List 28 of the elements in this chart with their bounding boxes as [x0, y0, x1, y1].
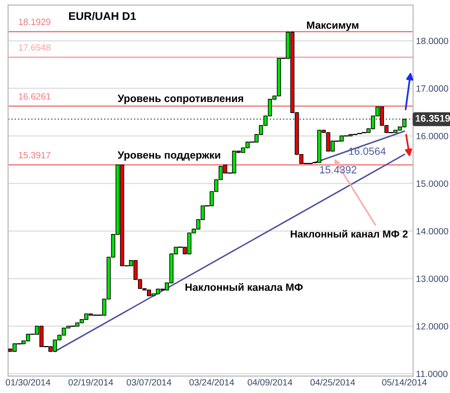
x-tick-label: 04/25/2014: [310, 378, 356, 386]
chart-title: EUR/UAH D1: [69, 12, 136, 20]
ref-line-label: 16.6261: [18, 93, 50, 100]
annotation: Наклонный канала МФ: [186, 283, 303, 291]
x-tick-label: 05/14/2014: [382, 378, 427, 386]
annotation: Максимум: [306, 22, 358, 31]
ref-line-label: 17.6548: [18, 44, 50, 51]
ref-line-label: 18.1929: [18, 18, 50, 26]
annotation: Наклонный канал МФ 2: [290, 230, 408, 238]
annotation: 16.0564: [349, 148, 386, 155]
y-tick-label: 12.0000: [416, 323, 448, 330]
y-tick-label: 15.0000: [416, 180, 448, 187]
x-tick-label: 03/07/2014: [126, 378, 172, 386]
y-tick-label: 17.0000: [416, 85, 448, 92]
x-tick-label: 02/19/2014: [68, 378, 114, 386]
x-tick-label: 03/24/2014: [189, 378, 234, 386]
y-tick-label: 13.0000: [416, 276, 448, 282]
annotation: Уровень сопротивления: [118, 94, 244, 104]
annotation: 15.4392: [320, 166, 356, 174]
y-tick-label: 16.0000: [416, 132, 448, 140]
y-tick-label: 14.0000: [416, 228, 448, 234]
y-tick-label: 11.0000: [416, 370, 448, 378]
x-tick-label: 01/30/2014: [6, 378, 50, 386]
ref-line-label: 15.3917: [18, 152, 50, 158]
annotation: Уровень поддержки: [118, 151, 220, 161]
x-tick-label: 04/09/2014: [248, 378, 292, 386]
ref-line-label: 16.3519: [416, 114, 450, 122]
y-tick-label: 18.0000: [416, 38, 448, 44]
